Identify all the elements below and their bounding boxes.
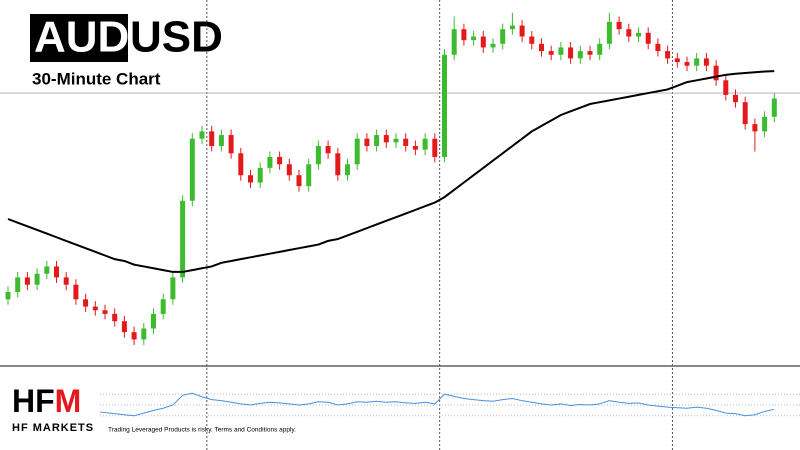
candle-body [374, 135, 380, 146]
candle-body [684, 62, 690, 66]
candle-body [665, 51, 671, 59]
candle-body [325, 146, 331, 154]
candle-body [364, 138, 370, 146]
candle-body [354, 138, 360, 165]
candle-body [63, 277, 69, 285]
candle-body [345, 164, 350, 176]
candle-body [24, 277, 30, 285]
candle-body [723, 80, 729, 95]
logo: HFM [12, 383, 81, 419]
candle-body [442, 54, 447, 157]
candle-body [422, 138, 428, 150]
candle-body [548, 51, 554, 55]
candle-body [73, 284, 79, 300]
candle-body [170, 277, 176, 300]
title: USD [130, 13, 223, 62]
candle-body [645, 32, 651, 44]
candle-body [393, 138, 399, 143]
candle-body [412, 146, 418, 150]
candle-body [713, 65, 719, 81]
candle-body [733, 94, 738, 103]
candle-body [83, 299, 89, 307]
candle-body [577, 51, 583, 59]
candle-body [432, 138, 438, 157]
candle-body [199, 131, 205, 139]
candle-body [606, 21, 612, 44]
logo-part: HF [12, 383, 55, 419]
candle-body [34, 273, 40, 285]
candle-body [509, 25, 515, 30]
candle-body [131, 332, 137, 340]
candle-body [54, 266, 59, 278]
candle-body [306, 164, 312, 187]
candle-body [771, 98, 777, 117]
brand-name: HF MARKETS [12, 422, 94, 434]
candle-body [141, 328, 147, 340]
candle-body [315, 146, 321, 165]
candle-body [189, 138, 195, 201]
candle-body [674, 58, 680, 63]
candle-body [451, 29, 457, 55]
candle-body [112, 313, 118, 322]
candle-body [500, 29, 506, 44]
indicator-line [7, 392, 775, 417]
candle-body [558, 47, 564, 55]
candle-body [752, 124, 758, 132]
candle-body [480, 36, 486, 48]
moving-average [7, 70, 775, 273]
candle-body [92, 306, 98, 311]
candle-body [277, 156, 283, 165]
candle-body [218, 135, 224, 146]
candle-body [102, 310, 108, 314]
title-highlight-box [30, 14, 128, 62]
candle-body [529, 36, 535, 44]
subtitle: 30-Minute Chart [32, 69, 161, 88]
candle-body [762, 116, 768, 132]
candle-body [568, 47, 574, 59]
candle-body [655, 43, 661, 52]
candle-body [121, 321, 127, 333]
candle-body [519, 25, 525, 37]
candle-body [296, 175, 302, 187]
candle-body [180, 200, 186, 278]
candle-body [5, 292, 11, 300]
candle-body [209, 131, 215, 146]
candle-body [248, 175, 253, 183]
candle-body [403, 138, 409, 146]
candle-body [742, 102, 748, 125]
candle-body [490, 43, 496, 48]
disclaimer: Trading Leveraged Products is risky. Ter… [108, 427, 296, 434]
candle-body [15, 277, 21, 292]
candle-body [335, 153, 341, 176]
candle-body [616, 21, 622, 30]
candle-body [267, 156, 273, 168]
candle-body [471, 36, 477, 41]
candle-body [151, 313, 156, 329]
candle-body [383, 135, 389, 143]
candle-body [636, 32, 641, 37]
candle-body [539, 43, 544, 52]
logo-part: M [55, 383, 82, 419]
candle-body [44, 266, 50, 274]
candle-body [257, 167, 263, 183]
candle-body [228, 135, 234, 154]
candle-body [587, 51, 593, 55]
candle-body [160, 299, 166, 314]
candle-body [461, 29, 467, 41]
candle-body [238, 153, 244, 176]
candle-body [597, 43, 603, 55]
title-highlight: AUD [34, 13, 129, 62]
candle-body [703, 58, 709, 66]
logo-backdrop [0, 372, 100, 450]
candle-body [626, 29, 632, 37]
candle-body [286, 164, 292, 176]
candle-body [694, 58, 700, 66]
